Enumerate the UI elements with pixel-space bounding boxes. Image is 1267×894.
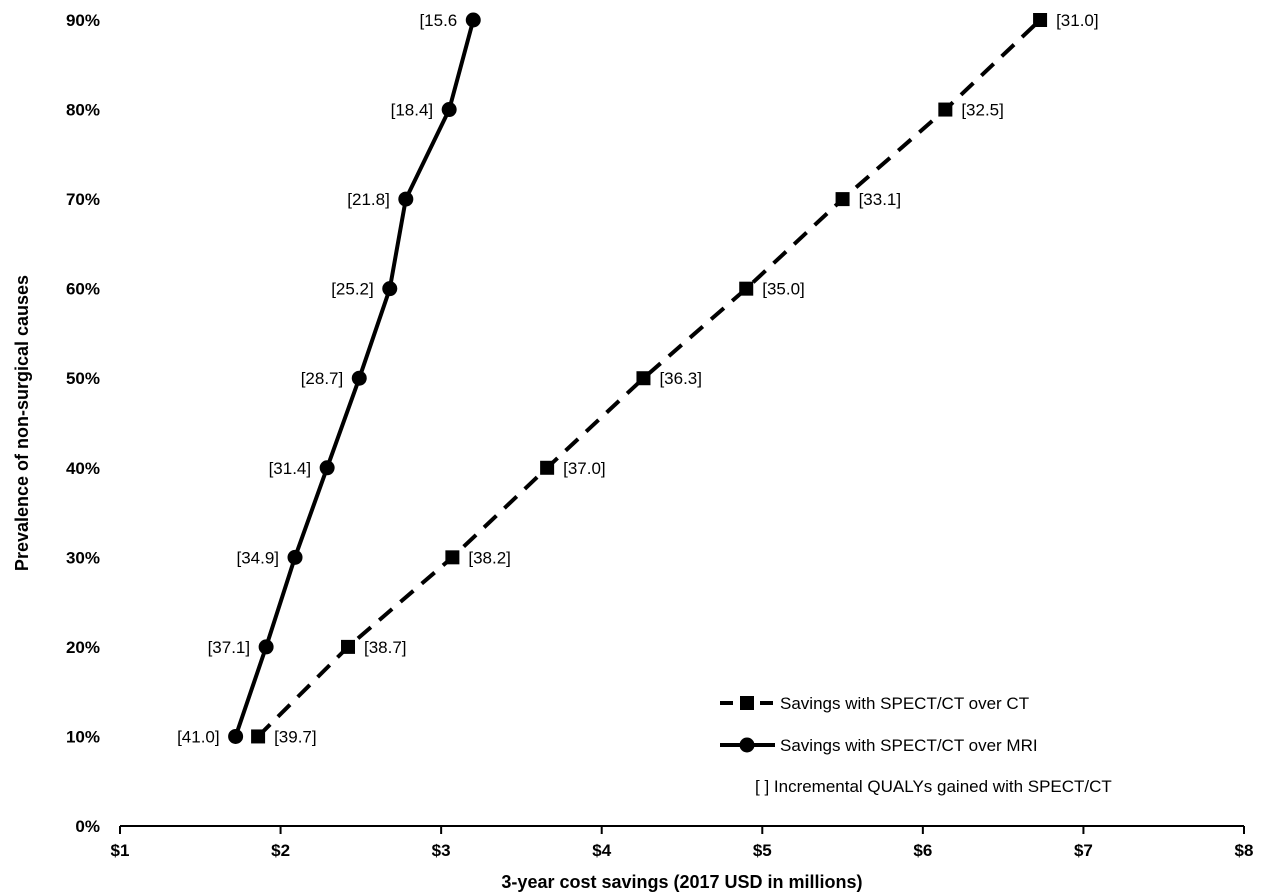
data-label: [31.4] [269,459,312,478]
data-label: [15.6 [419,11,457,30]
legend-item-ct: Savings with SPECT/CT over CT [720,694,1029,713]
data-label: [28.7] [301,369,344,388]
data-label: [35.0] [762,280,805,299]
legend-mri-label: Savings with SPECT/CT over MRI [780,736,1038,755]
legend-mri-marker-icon [739,737,755,753]
data-label: [21.8] [347,190,390,209]
y-tick-label: 30% [66,548,100,567]
data-point-circle [398,191,414,207]
x-tick-label: $7 [1074,841,1093,860]
x-tick-label: $1 [111,841,130,860]
data-point-square [739,281,754,296]
data-point-square [540,460,555,475]
legend-ct-label: Savings with SPECT/CT over CT [780,694,1029,713]
legend-note: [ ] Incremental QUALYs gained with SPECT… [755,777,1112,796]
data-label: [34.9] [236,548,279,567]
data-point-circle [228,728,244,744]
x-tick-label: $5 [753,841,772,860]
legend-item-mri: Savings with SPECT/CT over MRI [720,736,1038,755]
data-point-circle [351,370,367,386]
x-tick-label: $8 [1235,841,1254,860]
data-label: [33.1] [859,190,902,209]
y-ticks: 0% 10% 20% 30% 40% 50% 60% 70% 80% 90% [66,11,100,836]
series-ct: [39.7] [38.7] [38.2] [37.0] [36.3] [35.0] [33.… [251,11,1099,746]
data-label: [25.2] [331,280,374,299]
x-tick-label: $4 [592,841,611,860]
data-label: [41.0] [177,727,220,746]
y-tick-label: 80% [66,101,100,120]
series-layer: [39.7] [38.7] [38.2] [37.0] [36.3] [35.0] [33.… [177,11,1099,746]
y-tick-label: 50% [66,369,100,388]
series-line [256,18,1042,738]
y-tick-label: 20% [66,638,100,657]
y-tick-label: 60% [66,280,100,299]
data-point-circle [441,102,457,118]
data-point-square [636,371,651,386]
y-tick-label: 10% [66,727,100,746]
y-tick-label: 70% [66,190,100,209]
y-tick-label: 0% [75,817,100,836]
data-point-circle [465,12,481,28]
data-label: [36.3] [659,369,702,388]
data-point-square [938,102,953,117]
data-point-square [1033,13,1048,27]
y-axis-title: Prevalence of non-surgical causes [12,275,32,571]
data-point-circle [287,549,303,565]
data-point-circle [258,639,274,655]
x-axis-title: 3-year cost savings (2017 USD in million… [501,872,862,892]
data-label: [38.2] [468,548,511,567]
series-mri: [41.0] [37.1] [34.9] [31.4] [28.7] [25.2] [21.… [177,11,481,746]
data-point-square [445,550,460,565]
data-point-square [251,729,266,744]
legend: Savings with SPECT/CT over CT Savings wi… [720,694,1112,796]
y-tick-label: 90% [66,11,100,30]
data-point-circle [382,281,398,297]
data-label: [39.7] [274,727,317,746]
data-label: [37.0] [563,459,606,478]
data-label: [38.7] [364,638,407,657]
x-tick-label: $2 [271,841,290,860]
data-label: [32.5] [961,101,1004,120]
data-point-square [835,192,850,207]
data-label: [18.4] [391,101,434,120]
legend-ct-marker-icon [740,696,754,710]
x-ticks: $1 $2 $3 $4 $5 $6 $7 $8 [111,826,1254,860]
data-label: [37.1] [208,638,251,657]
y-tick-label: 40% [66,459,100,478]
x-tick-label: $3 [432,841,451,860]
data-point-square [341,639,356,654]
data-label: [31.0] [1056,11,1099,30]
data-point-circle [319,460,335,476]
x-tick-label: $6 [913,841,932,860]
